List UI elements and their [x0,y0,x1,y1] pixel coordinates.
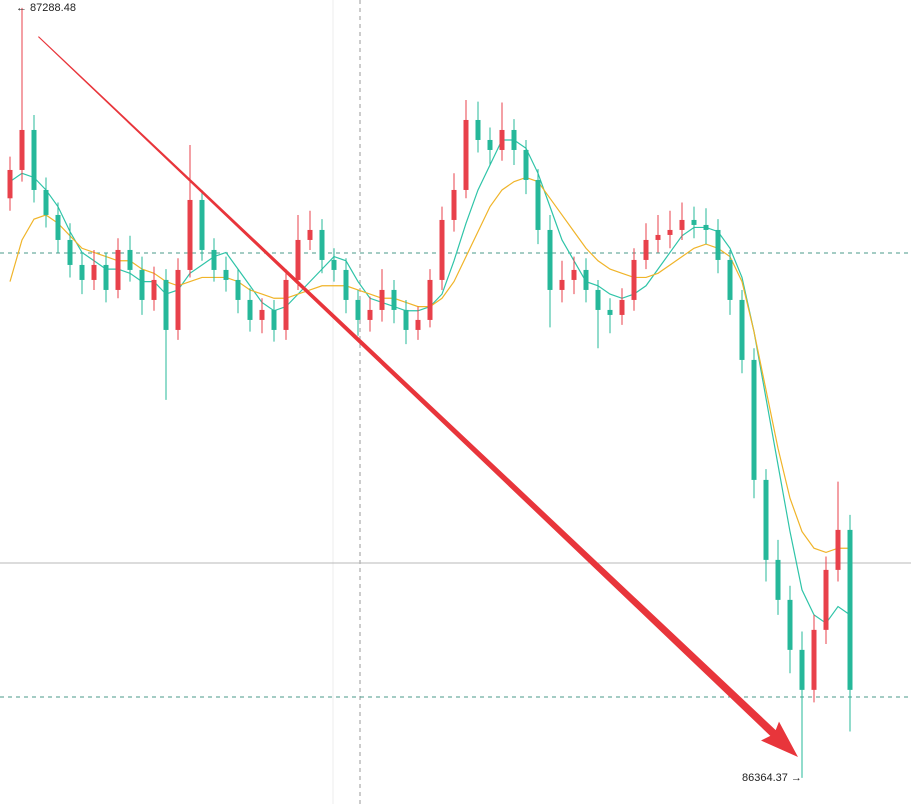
candle-body [271,309,277,330]
candle-body [403,309,409,330]
candle-body [139,269,145,300]
candle-body [595,289,601,310]
candle-body [571,269,577,280]
candle-body [799,649,805,690]
candle-body [295,239,301,280]
candle-body [259,309,265,320]
candle-body [43,189,49,215]
candle-body [715,229,721,260]
candle-body [739,299,745,360]
candle-body [55,214,61,240]
candle-body [163,279,169,330]
candle-body [355,299,361,320]
candle-body [283,279,289,330]
candle-body [823,569,829,630]
candle-body [223,269,229,280]
candle-body [19,129,25,170]
candle-body [643,239,649,260]
moving-average [9,139,851,625]
candle-body [535,179,541,230]
candle-body [703,224,709,230]
candle-body [631,259,637,300]
extreme-label: 86364.37 → [742,772,802,784]
candle-body [151,279,157,300]
candle-body [475,119,481,140]
candle-body [235,279,241,300]
trend-arrow [38,36,798,758]
candle-body [367,309,373,320]
extreme-label: ← 87288.48 [16,2,76,14]
candle-body [319,229,325,260]
candle-body [343,269,349,300]
candle-body [307,229,313,240]
candle-body [547,229,553,290]
candle-body [523,149,529,180]
candle-body [763,479,769,560]
candle-body [463,119,469,190]
candle-body [379,289,385,310]
candle-body [751,359,757,480]
candle-body [727,259,733,300]
candle-body [655,234,661,240]
candle-body [439,219,445,280]
candle-body [391,289,397,310]
candles [7,7,853,778]
candle-body [847,529,853,690]
candle-body [427,279,433,320]
candle-body [31,129,37,190]
candle-body [7,169,13,199]
candle-body [247,299,253,320]
candle-body [103,264,109,290]
candle-body [175,269,181,330]
candle-body [187,199,193,270]
candle-body [583,269,589,290]
candle-body [127,249,133,270]
candle-body [679,219,685,230]
candle-body [619,299,625,315]
candle-body [91,264,97,280]
candle-body [331,259,337,270]
candle-body [199,199,205,250]
candle-body [775,559,781,600]
candle-body [415,319,421,330]
candle-body [511,129,517,150]
candle-body [691,219,697,225]
candle-body [79,264,85,280]
candle-body [559,279,565,290]
candle-body [499,129,505,150]
moving-average [9,176,850,554]
candle-body [487,139,493,150]
candle-body [835,529,841,570]
candle-body [787,599,793,650]
candle-body [115,249,121,290]
candle-body [451,189,457,220]
candle-body [667,229,673,235]
candle-body [607,309,613,315]
candle-body [211,249,217,270]
candle-body [811,629,817,690]
candle-body [67,239,73,265]
